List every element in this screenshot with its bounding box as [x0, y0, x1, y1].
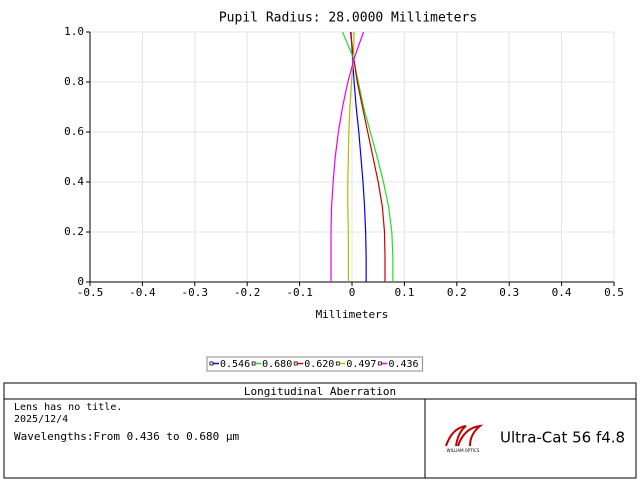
logo-brand: WILLIAM OPTICS [447, 448, 480, 453]
x-tick-label: -0.4 [129, 286, 156, 299]
aberration-curve [350, 31, 367, 282]
legend-label: 0.546 [220, 359, 250, 370]
x-tick-label: -0.2 [234, 286, 261, 299]
legend-box [206, 356, 424, 372]
x-tick-label: 0.2 [447, 286, 467, 299]
footer-frame [3, 382, 637, 479]
y-tick-label: 0.4 [64, 175, 84, 188]
x-tick-label: 0 [349, 286, 356, 299]
footer-title: Longitudinal Aberration [244, 385, 396, 398]
legend: 0.546 0.680 0.620 0.497 0.436 [206, 356, 424, 372]
aberration-curve [349, 31, 386, 282]
x-tick-label: -0.3 [182, 286, 209, 299]
footer-line: 2025/12/4 [14, 414, 68, 425]
logo-text: Ultra-Cat 56 f4.8 [500, 429, 625, 447]
x-tick-label: 0.1 [394, 286, 414, 299]
x-tick-label: 0.3 [499, 286, 519, 299]
x-tick-label: -0.5 [77, 286, 104, 299]
legend-label: 0.497 [346, 359, 376, 370]
x-tick-label: 0.4 [552, 286, 572, 299]
legend-label: 0.620 [304, 359, 334, 370]
footer-line: Lens has no title. [14, 402, 122, 413]
x-tick-label: 0.5 [604, 286, 624, 299]
y-tick-label: 0.6 [64, 125, 84, 138]
legend-label: 0.680 [262, 359, 292, 370]
y-tick-label: 0 [77, 275, 84, 288]
legend-label: 0.436 [388, 359, 418, 370]
footer-line: Wavelengths:From 0.436 to 0.680 µm [14, 430, 240, 443]
chart-title: Pupil Radius: 28.0000 Millimeters [219, 11, 477, 26]
y-tick-label: 1.0 [64, 25, 84, 38]
x-axis-label: Millimeters [316, 308, 389, 321]
y-tick-label: 0.8 [64, 75, 84, 88]
y-tick-label: 0.2 [64, 225, 84, 238]
aberration-curve [347, 31, 355, 282]
aberration-curve [330, 31, 365, 282]
logo-icon [445, 424, 484, 447]
x-tick-label: -0.1 [286, 286, 313, 299]
